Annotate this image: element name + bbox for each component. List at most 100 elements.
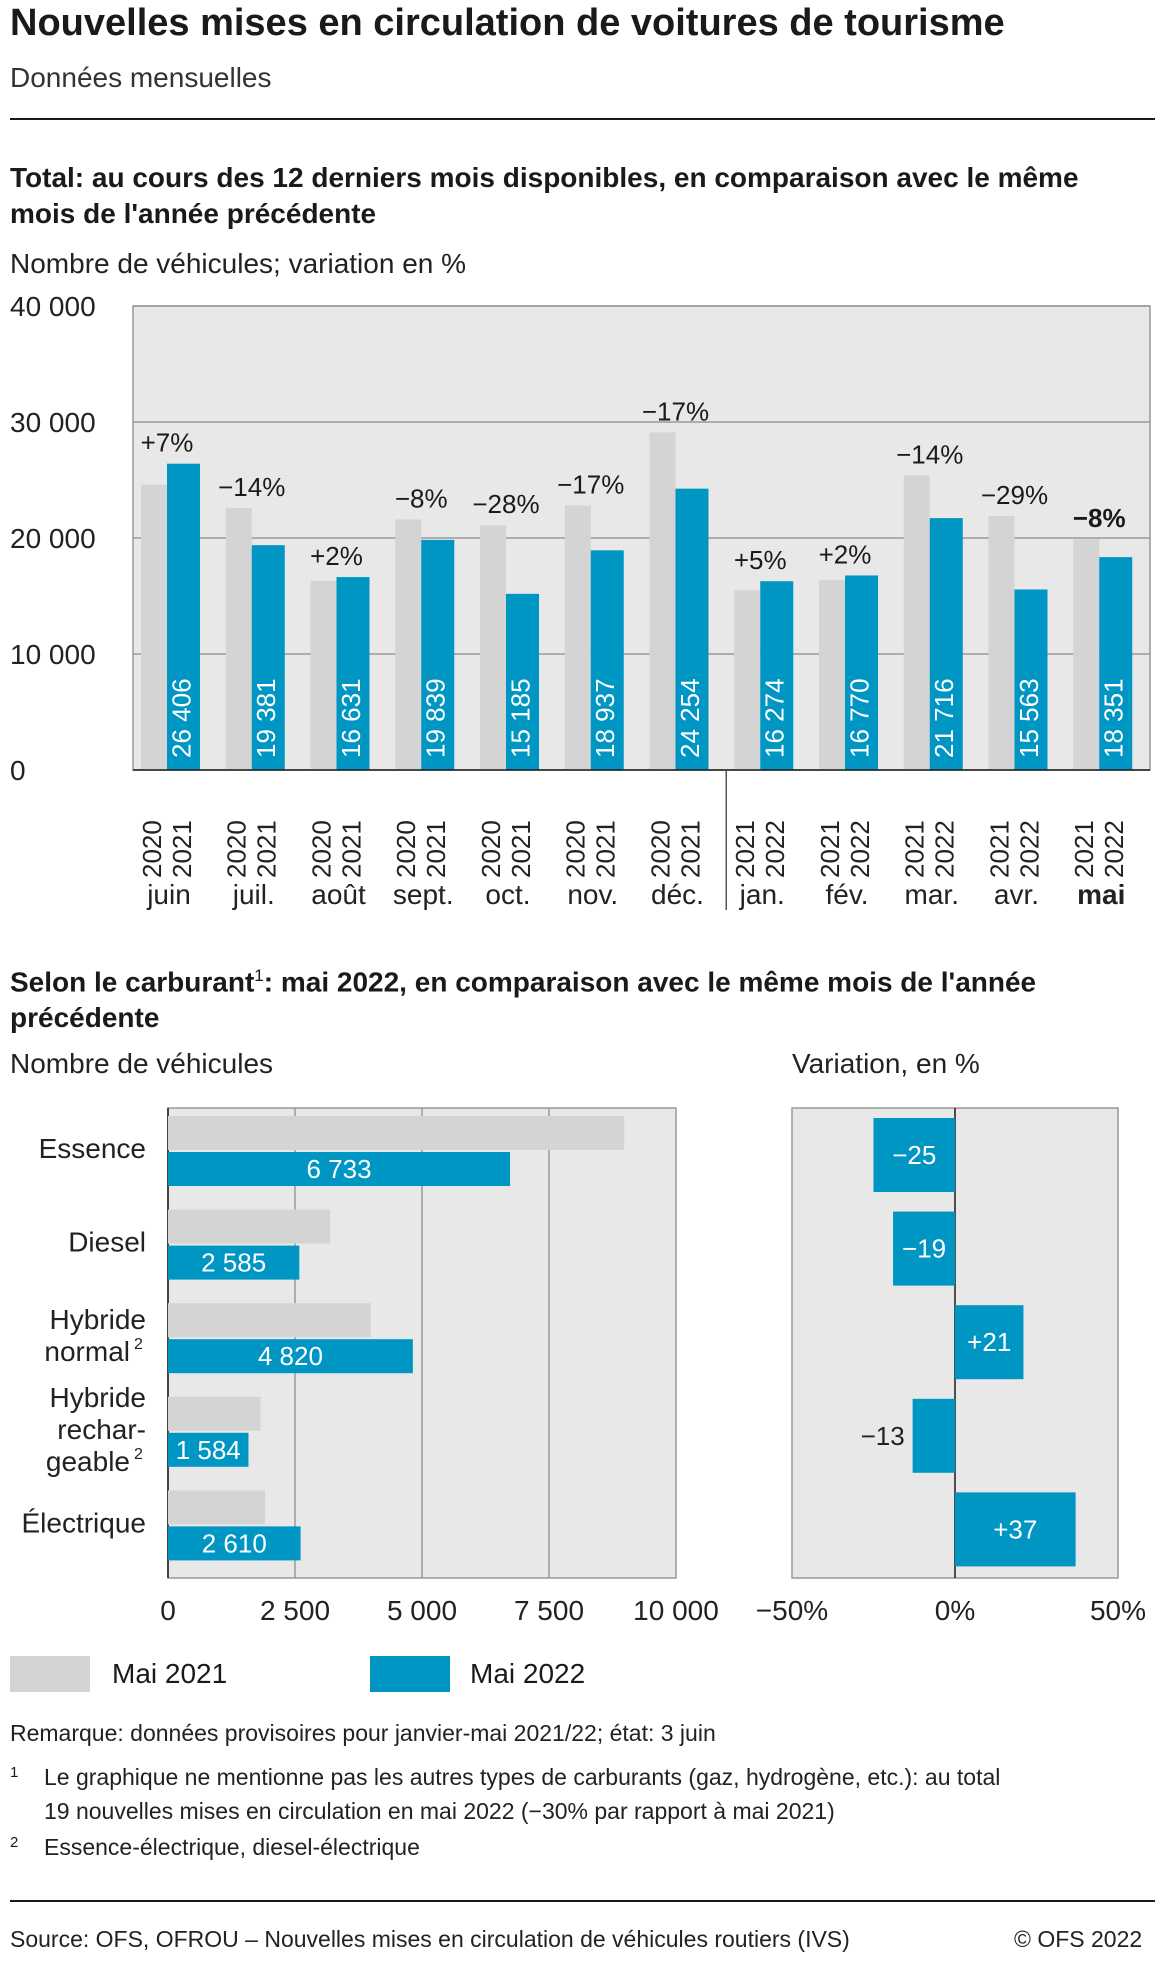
change-label: +5% — [734, 545, 787, 575]
bar-prev-year — [819, 579, 845, 770]
header-divider — [10, 118, 1155, 120]
footnote-1-number: 1 — [10, 1764, 19, 1781]
fuel-x-tick-label: 5 000 — [387, 1595, 457, 1626]
bar-value-label: 19 839 — [421, 678, 451, 758]
legend-label-2021: Mai 2021 — [112, 1658, 228, 1689]
bar-value-label: 26 406 — [166, 678, 196, 758]
fuel-bar-2021 — [168, 1490, 266, 1525]
fuel-category-label: Essence — [39, 1133, 146, 1164]
bar-curr-year — [421, 539, 455, 770]
fuel-value-label: 4 820 — [258, 1341, 323, 1371]
legend-label-2022: Mai 2022 — [470, 1658, 586, 1689]
page-title: Nouvelles mises en circulation de voitur… — [10, 2, 1005, 44]
change-label: +7% — [141, 428, 194, 458]
fuel-category-label: rechar- — [57, 1414, 146, 1445]
bar-prev-year — [225, 507, 252, 770]
variation-x-tick-label: 50% — [1090, 1595, 1146, 1626]
month-label: déc. — [651, 879, 704, 910]
bar-curr-year — [506, 593, 539, 770]
change-label: −28% — [472, 489, 539, 519]
section2-unit-right: Variation, en % — [792, 1048, 980, 1079]
footer-divider — [10, 1900, 1155, 1902]
bar-curr-year — [929, 518, 963, 770]
variation-value-label: +21 — [967, 1327, 1011, 1357]
bar-prev-year — [649, 432, 676, 770]
bar-curr-year — [590, 550, 624, 770]
year-label: 2022 — [845, 820, 875, 878]
year-label: 2021 — [252, 820, 282, 878]
variation-x-tick-label: −50% — [756, 1595, 828, 1626]
fuel-category-label: geable — [46, 1446, 130, 1477]
variation-bar — [893, 1211, 955, 1286]
fuel-category-footnote: 2 — [134, 1446, 143, 1463]
variation-value-label: +37 — [993, 1514, 1037, 1544]
variation-bar — [912, 1398, 955, 1473]
change-label: −14% — [218, 472, 285, 502]
variation-value-label: −13 — [861, 1421, 905, 1451]
y-tick-label: 30 000 — [10, 407, 96, 438]
month-label: mai — [1077, 879, 1125, 910]
fuel-value-label: 2 610 — [202, 1528, 267, 1558]
year-label: 2021 — [900, 820, 930, 878]
fuel-x-tick-label: 10 000 — [633, 1595, 719, 1626]
source-note: Source: OFS, OFROU – Nouvelles mises en … — [10, 1926, 850, 1952]
year-label: 2021 — [506, 820, 536, 878]
y-tick-label: 20 000 — [10, 523, 96, 554]
variation-bar — [873, 1118, 955, 1192]
year-label: 2020 — [306, 820, 336, 878]
year-label: 2021 — [675, 820, 705, 878]
footnote-1-line1: Le graphique ne mentionne pas les autres… — [44, 1764, 1001, 1790]
fuel-category-footnote: 2 — [134, 1336, 143, 1353]
variation-x-tick-label: 0% — [935, 1595, 975, 1626]
legend-swatch-2022 — [370, 1656, 450, 1692]
bar-value-label: 15 563 — [1014, 678, 1044, 758]
month-label: sept. — [393, 879, 454, 910]
bar-value-label: 16 631 — [336, 678, 366, 758]
section1-title: Total: au cours des 12 derniers mois dis… — [10, 162, 1079, 229]
year-label: 2020 — [222, 820, 252, 878]
section2-title-part2: : mai 2022, en comparaison avec le même … — [10, 966, 1037, 1034]
year-label: 2022 — [930, 820, 960, 878]
change-label: −8% — [1073, 503, 1126, 533]
year-label: 2020 — [561, 820, 591, 878]
fuel-category-label: Hybride — [50, 1304, 146, 1335]
fuel-bar-2021 — [168, 1209, 331, 1244]
bar-curr-year — [675, 488, 709, 770]
bar-value-label: 18 351 — [1099, 678, 1129, 758]
bar-prev-year — [988, 515, 1015, 770]
section2-title: Selon le carburant1: mai 2022, en compar… — [10, 958, 1110, 1036]
month-label: mar. — [905, 879, 959, 910]
year-label: 2020 — [476, 820, 506, 878]
year-label: 2021 — [1069, 820, 1099, 878]
footnote-2-line1: Essence-électrique, diesel-électrique — [44, 1834, 420, 1860]
bar-value-label: 18 937 — [590, 678, 620, 758]
change-label: −14% — [896, 439, 963, 469]
year-label: 2020 — [391, 820, 421, 878]
bar-prev-year — [734, 590, 761, 770]
bar-prev-year — [141, 484, 167, 770]
copyright-note: © OFS 2022 — [1014, 1926, 1143, 1952]
bar-value-label: 21 716 — [929, 678, 959, 758]
bar-value-label: 16 770 — [844, 678, 874, 758]
section2-title-part1: Selon le carburant — [10, 966, 255, 998]
fuel-value-label: 1 584 — [176, 1435, 241, 1465]
year-label: 2020 — [645, 820, 675, 878]
bar-curr-year — [1099, 557, 1133, 770]
bar-value-label: 15 185 — [505, 678, 535, 758]
section1-unit: Nombre de véhicules; variation en % — [10, 248, 467, 279]
fuel-x-tick-label: 2 500 — [260, 1595, 330, 1626]
bar-curr-year — [845, 575, 878, 770]
bar-prev-year — [903, 475, 930, 770]
fuel-category-label: Hybride — [50, 1382, 146, 1413]
month-label: nov. — [567, 879, 618, 910]
month-label: oct. — [485, 879, 530, 910]
bar-prev-year — [310, 580, 337, 770]
bar-prev-year — [395, 519, 422, 770]
variation-bar — [955, 1305, 1024, 1380]
fuel-bar-2022 — [168, 1152, 511, 1186]
bar-prev-year — [1073, 539, 1100, 770]
footnote-1-line2: 19 nouvelles mises en circulation en mai… — [44, 1798, 835, 1824]
footnote-2-number: 2 — [10, 1834, 19, 1851]
change-label: −29% — [981, 480, 1048, 510]
bar-curr-year — [760, 581, 794, 770]
